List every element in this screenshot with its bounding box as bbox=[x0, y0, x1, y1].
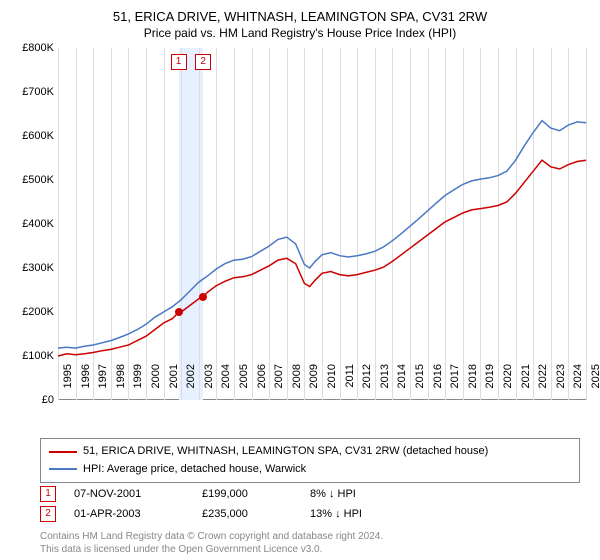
legend-label: 51, ERICA DRIVE, WHITNASH, LEAMINGTON SP… bbox=[83, 443, 488, 461]
y-tick-label: £800K bbox=[22, 42, 54, 54]
table-row: 2 01-APR-2003 £235,000 13% ↓ HPI bbox=[40, 504, 420, 524]
sale-marker-icon: 1 bbox=[40, 486, 56, 502]
sale-price: £199,000 bbox=[202, 488, 292, 500]
y-tick-label: £100K bbox=[22, 350, 54, 362]
x-tick-label: 2025 bbox=[590, 364, 600, 404]
sale-marker-label: 2 bbox=[195, 54, 211, 70]
y-tick-label: £200K bbox=[22, 306, 54, 318]
sale-date: 07-NOV-2001 bbox=[74, 488, 184, 500]
sale-point-dot bbox=[175, 308, 183, 316]
footer-attribution: Contains HM Land Registry data © Crown c… bbox=[40, 530, 383, 556]
legend-swatch bbox=[49, 451, 77, 453]
sale-delta: 13% ↓ HPI bbox=[310, 508, 420, 520]
line-series-layer bbox=[58, 48, 586, 400]
legend-box: 51, ERICA DRIVE, WHITNASH, LEAMINGTON SP… bbox=[40, 438, 580, 483]
legend-label: HPI: Average price, detached house, Warw… bbox=[83, 461, 306, 479]
sale-delta: 8% ↓ HPI bbox=[310, 488, 420, 500]
legend-item: 51, ERICA DRIVE, WHITNASH, LEAMINGTON SP… bbox=[49, 443, 571, 461]
series-line-property bbox=[58, 160, 586, 356]
legend-item: HPI: Average price, detached house, Warw… bbox=[49, 461, 571, 479]
y-tick-label: £0 bbox=[42, 394, 54, 406]
chart-container: 51, ERICA DRIVE, WHITNASH, LEAMINGTON SP… bbox=[0, 0, 600, 560]
gridline bbox=[586, 48, 587, 400]
legend-swatch bbox=[49, 468, 77, 470]
footer-line: Contains HM Land Registry data © Crown c… bbox=[40, 530, 383, 543]
sale-date: 01-APR-2003 bbox=[74, 508, 184, 520]
y-tick-label: £600K bbox=[22, 130, 54, 142]
series-line-hpi bbox=[58, 121, 586, 349]
sale-point-dot bbox=[199, 293, 207, 301]
y-tick-label: £500K bbox=[22, 174, 54, 186]
sale-marker-label: 1 bbox=[171, 54, 187, 70]
y-tick-label: £300K bbox=[22, 262, 54, 274]
sale-price: £235,000 bbox=[202, 508, 292, 520]
y-tick-label: £700K bbox=[22, 86, 54, 98]
chart-plot-area: 1995199619971998199920002001200220032004… bbox=[58, 48, 586, 400]
sale-marker-icon: 2 bbox=[40, 506, 56, 522]
footer-line: This data is licensed under the Open Gov… bbox=[40, 543, 383, 556]
chart-title: 51, ERICA DRIVE, WHITNASH, LEAMINGTON SP… bbox=[0, 0, 600, 26]
y-tick-label: £400K bbox=[22, 218, 54, 230]
table-row: 1 07-NOV-2001 £199,000 8% ↓ HPI bbox=[40, 484, 420, 504]
chart-subtitle: Price paid vs. HM Land Registry's House … bbox=[0, 26, 600, 44]
sales-table: 1 07-NOV-2001 £199,000 8% ↓ HPI 2 01-APR… bbox=[40, 484, 420, 524]
